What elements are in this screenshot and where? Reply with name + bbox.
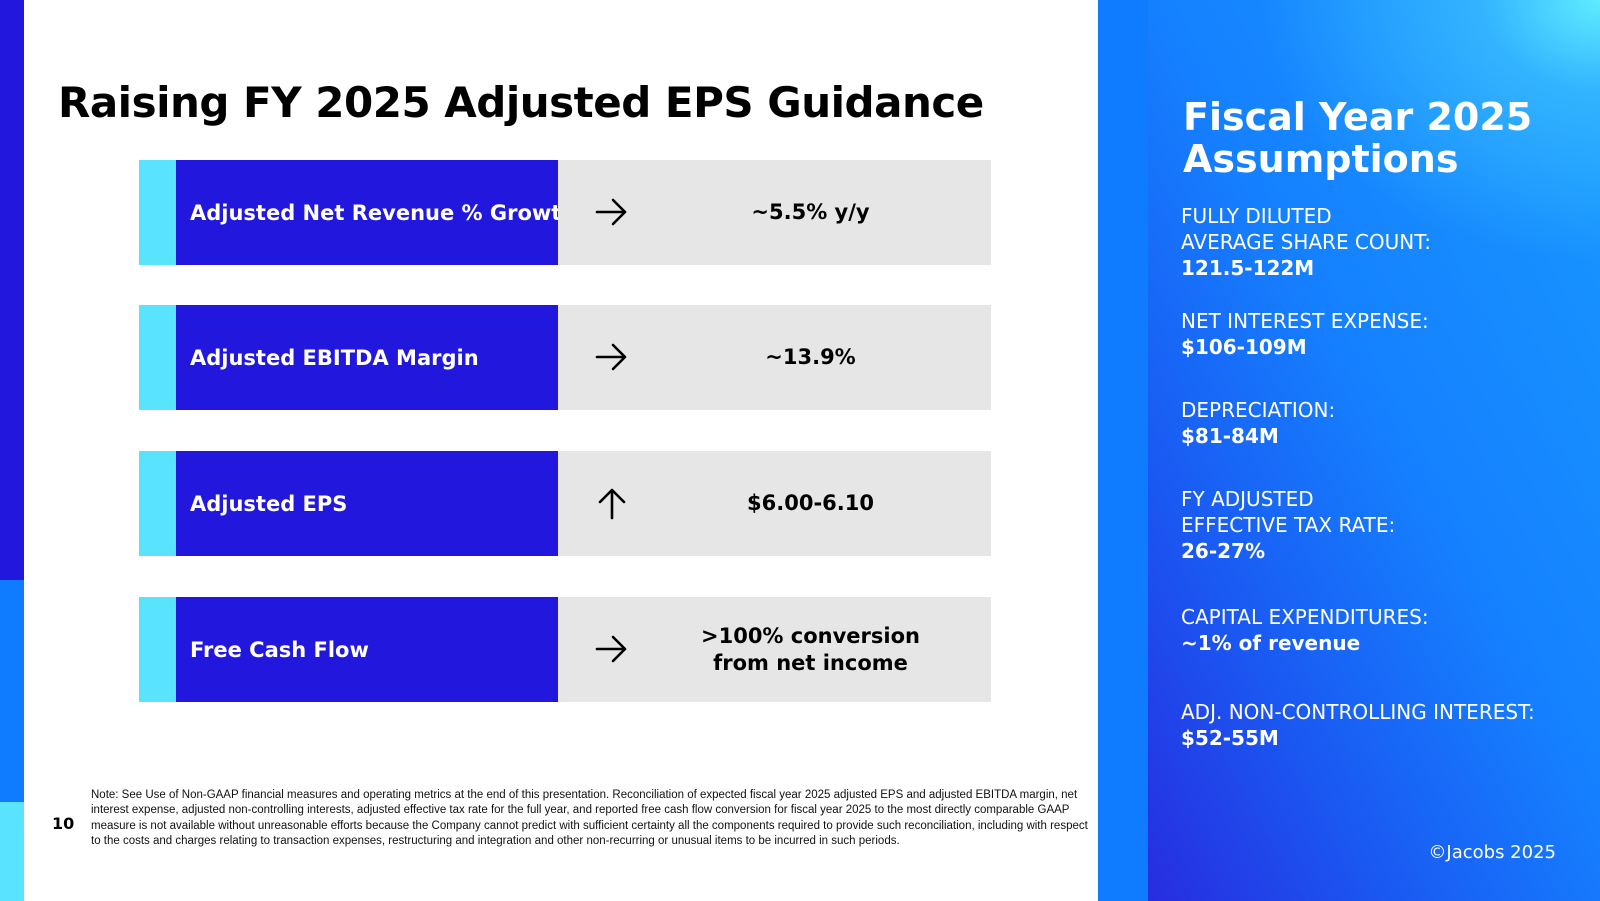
metric-value-box: $6.00-6.10: [558, 451, 991, 556]
assumption-label: ADJ. NON-CONTROLLING INTEREST:: [1181, 700, 1535, 724]
assumption-non-controlling-interest: ADJ. NON-CONTROLLING INTEREST: $52-55M: [1181, 699, 1535, 751]
assumptions-panel: Fiscal Year 2025 Assumptions FULLY DILUT…: [1098, 0, 1600, 901]
metric-label-box: Free Cash Flow: [176, 597, 558, 702]
metric-accent-bar: [139, 597, 176, 702]
metric-label-box: Adjusted Net Revenue % Growth: [176, 160, 576, 265]
assumption-label: DEPRECIATION:: [1181, 398, 1336, 422]
slide-title: Raising FY 2025 Adjusted EPS Guidance: [58, 78, 984, 127]
assumption-label: CAPITAL EXPENDITURES:: [1181, 605, 1429, 629]
metric-value-box: >100% conversion from net income: [558, 597, 991, 702]
arrow-right-icon: [595, 635, 627, 663]
assumption-value: $52-55M: [1181, 726, 1279, 750]
metric-label-box: Adjusted EPS: [176, 451, 558, 556]
page-number: 10: [52, 814, 75, 833]
metric-value-box: ~5.5% y/y: [558, 160, 991, 265]
left-accent-strip-top: [0, 0, 24, 580]
metric-label: Adjusted Net Revenue % Growth: [190, 200, 577, 225]
metric-value: $6.00-6.10: [747, 491, 874, 515]
assumptions-title: Fiscal Year 2025 Assumptions: [1183, 95, 1533, 181]
assumption-share-count: FULLY DILUTED AVERAGE SHARE COUNT: 121.5…: [1181, 203, 1431, 281]
metric-accent-bar: [139, 451, 176, 556]
left-accent-strip-bottom: [0, 802, 24, 901]
metric-label: Free Cash Flow: [190, 637, 369, 662]
metric-value: >100% conversion from net income: [701, 623, 920, 675]
assumption-label: FY ADJUSTED EFFECTIVE TAX RATE:: [1181, 487, 1396, 537]
metric-accent-bar: [139, 160, 176, 265]
metric-accent-bar: [139, 305, 176, 410]
assumption-label: FULLY DILUTED AVERAGE SHARE COUNT:: [1181, 204, 1431, 254]
assumption-tax-rate: FY ADJUSTED EFFECTIVE TAX RATE: 26-27%: [1181, 486, 1395, 564]
assumption-net-interest-expense: NET INTEREST EXPENSE: $106-109M: [1181, 308, 1429, 360]
arrow-right-icon: [595, 198, 627, 226]
metric-row-net-revenue-growth: Adjusted Net Revenue % Growth ~5.5% y/y: [139, 160, 991, 265]
copyright-text: ©Jacobs 2025: [1428, 842, 1556, 863]
metric-row-ebitda-margin: Adjusted EBITDA Margin ~13.9%: [139, 305, 991, 410]
panel-edge-strip: [1098, 0, 1148, 901]
assumption-value: 26-27%: [1181, 539, 1266, 563]
metric-label: Adjusted EPS: [190, 491, 348, 516]
metric-label-box: Adjusted EBITDA Margin: [176, 305, 558, 410]
assumption-capital-expenditures: CAPITAL EXPENDITURES: ~1% of revenue: [1181, 604, 1429, 656]
metric-row-free-cash-flow: Free Cash Flow >100% conversion from net…: [139, 597, 991, 702]
footnote-text: Note: See Use of Non-GAAP financial meas…: [91, 789, 1088, 847]
left-accent-strip-middle: [0, 580, 24, 802]
panel-gradient-background: [1098, 0, 1600, 901]
assumption-value: $106-109M: [1181, 335, 1307, 359]
metric-label: Adjusted EBITDA Margin: [190, 345, 479, 370]
arrow-up-icon: [598, 488, 626, 520]
metric-row-adjusted-eps: Adjusted EPS $6.00-6.10: [139, 451, 991, 556]
assumption-depreciation: DEPRECIATION: $81-84M: [1181, 397, 1335, 449]
metric-value-box: ~13.9%: [558, 305, 991, 410]
assumption-value: $81-84M: [1181, 424, 1279, 448]
metric-value: ~13.9%: [765, 345, 856, 369]
assumption-value: ~1% of revenue: [1181, 631, 1361, 655]
metric-value: ~5.5% y/y: [751, 200, 870, 224]
assumption-label: NET INTEREST EXPENSE:: [1181, 309, 1429, 333]
arrow-right-icon: [595, 343, 627, 371]
assumption-value: 121.5-122M: [1181, 256, 1315, 280]
